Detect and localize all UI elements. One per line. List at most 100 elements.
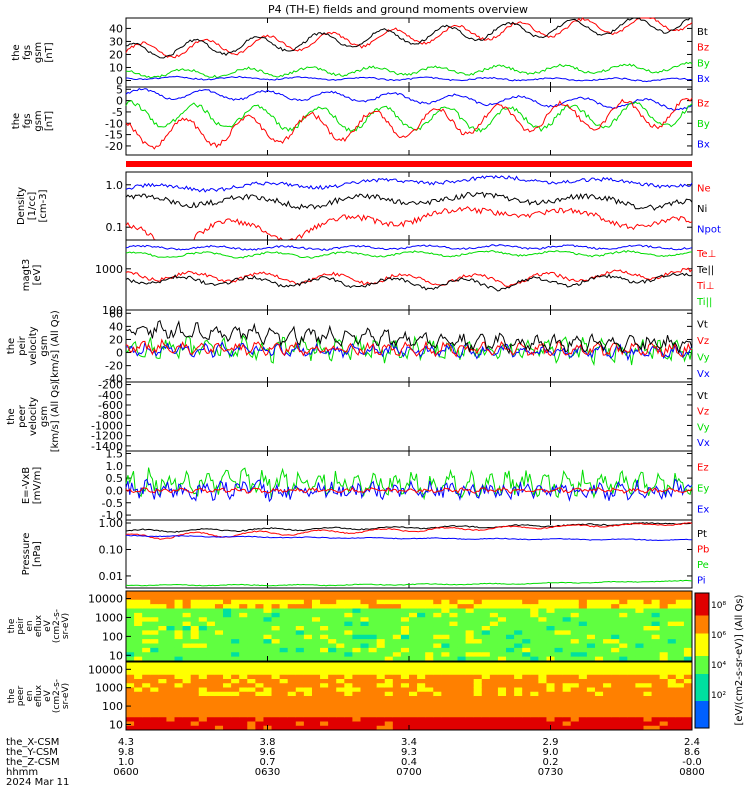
spectrogram-cell <box>611 621 620 627</box>
spectrogram-cell <box>320 679 329 684</box>
spectrogram-cell <box>247 612 256 618</box>
footer-row-label: the_Y-CSM <box>6 747 58 758</box>
spectrogram-cell <box>344 630 353 636</box>
spectrogram-cell <box>457 696 467 701</box>
spectrogram-cell <box>433 700 442 705</box>
spectrogram-cell <box>417 679 426 684</box>
spectrogram-cell <box>433 679 442 684</box>
spectrogram-cell <box>667 604 677 609</box>
spectrogram-cell <box>231 700 240 705</box>
spectrogram-cell <box>400 687 410 693</box>
spectrogram-cell <box>400 679 410 684</box>
spectrogram-cell <box>514 643 523 649</box>
spectrogram-cell <box>287 696 297 701</box>
spectrogram-cell <box>255 591 264 596</box>
spectrogram-cell <box>603 691 612 697</box>
spectrogram-cell <box>150 617 159 623</box>
spectrogram-cell <box>635 721 644 727</box>
spectrogram-cell <box>166 700 176 705</box>
spectrogram-cell <box>465 691 475 697</box>
footer-row-value: 0.2 <box>543 757 559 768</box>
spectrogram-cell <box>473 670 483 676</box>
spectrogram-cell <box>360 708 370 714</box>
spectrogram-cell <box>417 652 426 658</box>
colorbar-tick-label: 10⁴ <box>711 661 726 671</box>
spectrogram-cell <box>174 725 184 731</box>
spectrogram-cell <box>522 626 531 631</box>
spectrogram-cell <box>538 656 547 662</box>
spectrogram-cell <box>465 604 475 609</box>
spectrogram-cell <box>182 621 192 627</box>
spectrogram-cell <box>198 704 208 710</box>
spectrogram-cell <box>336 662 345 667</box>
spectrogram-cell <box>376 717 386 722</box>
spectrogram-cell <box>271 617 281 623</box>
spectrogram-cell <box>198 591 208 596</box>
spectrogram-cell <box>126 639 135 644</box>
spectrogram-cell <box>578 643 588 649</box>
spectrogram-cell <box>457 717 467 722</box>
spectrogram-cell <box>271 666 281 671</box>
spectrogram-cell <box>659 656 669 662</box>
spectrogram-cell <box>223 708 232 714</box>
spectrogram-cell <box>611 591 620 596</box>
spectrogram-cell <box>409 604 418 609</box>
spectrogram-cell <box>303 691 313 697</box>
spectrogram-cell <box>659 612 669 618</box>
spectrogram-cell <box>384 679 394 684</box>
spectrogram-cell <box>651 704 661 710</box>
spectrogram-cell <box>651 595 661 601</box>
spectrogram-cell <box>683 687 693 693</box>
spectrogram-cell <box>392 643 402 649</box>
spectrogram-cell <box>611 608 620 614</box>
y-axis-label: [km/s] (All Qs) <box>50 310 61 382</box>
y-axis-label: en <box>25 620 35 631</box>
spectrogram-cell <box>182 670 192 676</box>
spectrogram-cell <box>433 670 442 676</box>
spectrogram-cell <box>239 696 248 701</box>
spectrogram-cell <box>514 599 523 605</box>
spectrogram-cell <box>667 621 677 627</box>
spectrogram-cell <box>425 708 434 714</box>
spectrogram-cell <box>223 639 232 644</box>
spectrogram-cell <box>384 683 394 688</box>
y-tick-label: 40 <box>109 22 123 35</box>
spectrogram-cell <box>465 599 475 605</box>
spectrogram-cell <box>465 612 475 618</box>
spectrogram-cell <box>247 713 256 718</box>
spectrogram-cell <box>255 652 264 658</box>
spectrogram-cell <box>594 647 604 653</box>
spectrogram-cell <box>384 713 394 718</box>
spectrogram-cell <box>530 643 539 649</box>
spectrogram-cell <box>578 617 588 623</box>
spectrogram-cell <box>554 679 564 684</box>
spectrogram-cell <box>158 713 167 718</box>
spectrogram-cell <box>522 662 531 667</box>
spectrogram-cell <box>659 639 669 644</box>
spectrogram-cell <box>667 599 677 605</box>
spectrogram-cell <box>449 626 459 631</box>
spectrogram-cell <box>586 612 596 618</box>
spectrogram-cell <box>570 725 580 731</box>
spectrogram-cell <box>392 721 402 727</box>
spectrogram-cell <box>497 617 507 623</box>
spectrogram-cell <box>489 700 499 705</box>
legend-entry: Vy <box>697 422 710 433</box>
spectrogram-cell <box>586 599 596 605</box>
legend-entry: By <box>697 58 710 69</box>
spectrogram-cell <box>303 630 313 636</box>
spectrogram-cell <box>400 683 410 688</box>
spectrogram-cell <box>530 621 539 627</box>
spectrogram-cell <box>570 721 580 727</box>
spectrogram-cell <box>409 679 418 684</box>
spectrogram-cell <box>603 679 612 684</box>
spectrogram-cell <box>174 647 184 653</box>
spectrogram-cell <box>667 670 677 676</box>
spectrogram-cell <box>368 717 378 722</box>
spectrogram-cell <box>295 725 305 731</box>
legend-entry: Pe <box>697 560 709 571</box>
spectrogram-cell <box>603 639 612 644</box>
spectrogram-cell <box>643 708 653 714</box>
spectrogram-cell <box>295 599 305 605</box>
spectrogram-cell <box>320 643 329 649</box>
